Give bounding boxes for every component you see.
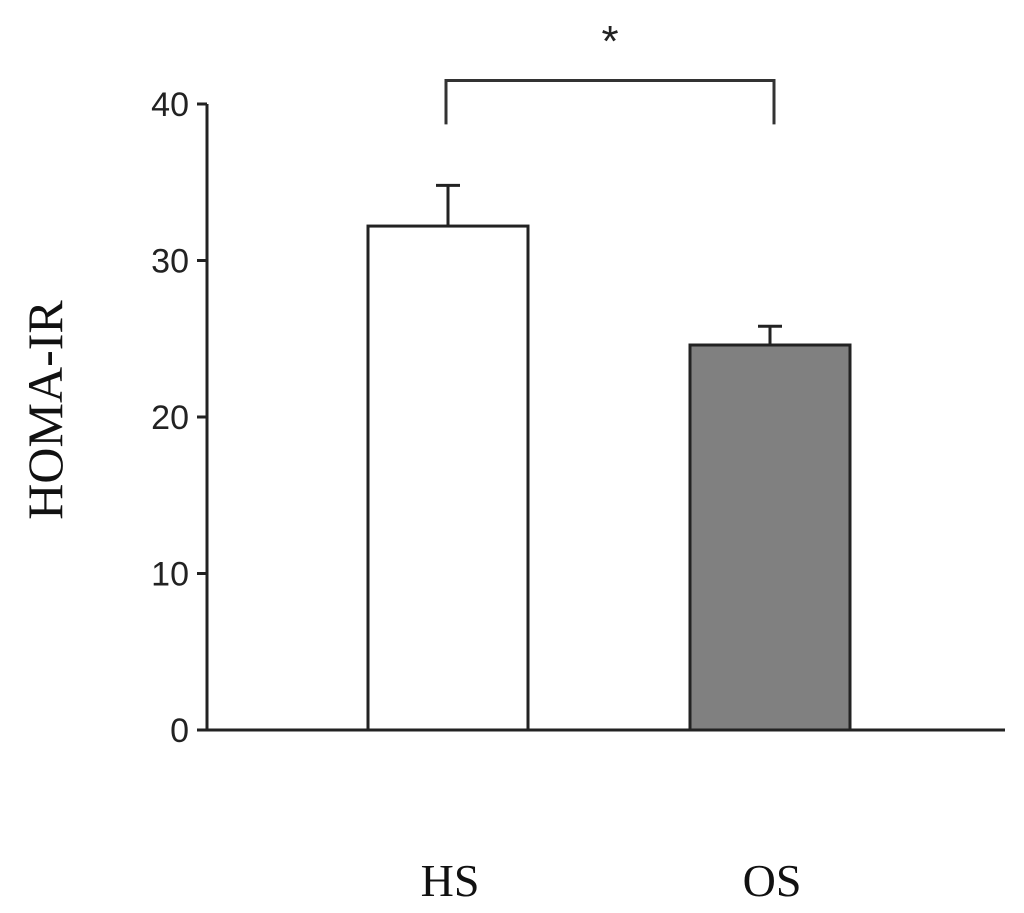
bar-hs [366,224,530,732]
y-tick-label-40: 40 [151,86,189,124]
x-tick-label-hs: HS [421,855,480,906]
error-bars [436,183,782,346]
y-axis-title: HOMA-IR [17,300,73,520]
y-tick-label-10: 10 [151,556,189,594]
significance-label: * [601,17,618,66]
bars [366,224,852,732]
y-tick-label-30: 30 [151,243,189,281]
significance-bracket: * [444,17,776,125]
y-tick-label-20: 20 [151,399,189,437]
x-tick-label-os: OS [743,855,802,906]
bar-os [688,343,852,732]
y-tick-label-0: 0 [170,712,189,750]
significance-bracket-line [444,79,776,125]
axes: 0 10 20 30 40 [151,86,1005,750]
x-tick-labels: HS OS [421,855,802,906]
